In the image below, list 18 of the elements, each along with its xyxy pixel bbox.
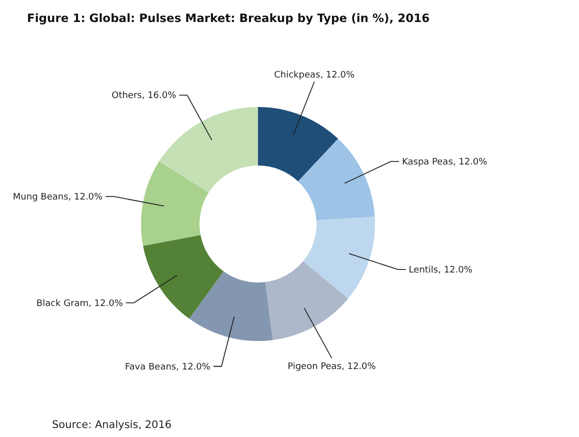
donut-slice <box>265 261 348 340</box>
slice-label: Lentils, 12.0% <box>408 265 473 276</box>
slice-label: Others, 16.0% <box>112 91 177 102</box>
donut-slice <box>303 216 375 299</box>
chart-title: Figure 1: Global: Pulses Market: Breakup by Type (in %), 2016 <box>27 11 430 25</box>
donut-slice <box>141 161 209 246</box>
slice-label: Kaspa Peas, 12.0% <box>402 157 488 168</box>
donut-slice <box>189 271 273 341</box>
source-note: Source: Analysis, 2016 <box>52 419 172 431</box>
slice-label: Mung Beans, 12.0% <box>12 192 104 202</box>
slice-label: Chickpeas, 12.0% <box>274 70 355 81</box>
slice-label: Black Gram, 12.0% <box>36 298 124 309</box>
donut-slice <box>298 138 375 220</box>
donut-slice <box>159 107 258 193</box>
slice-label: Fava Beans, 12.0% <box>124 362 211 372</box>
slice-label: Pigeon Peas, 12.0% <box>288 362 376 372</box>
donut-slice <box>143 234 224 319</box>
donut-slice <box>258 107 338 182</box>
